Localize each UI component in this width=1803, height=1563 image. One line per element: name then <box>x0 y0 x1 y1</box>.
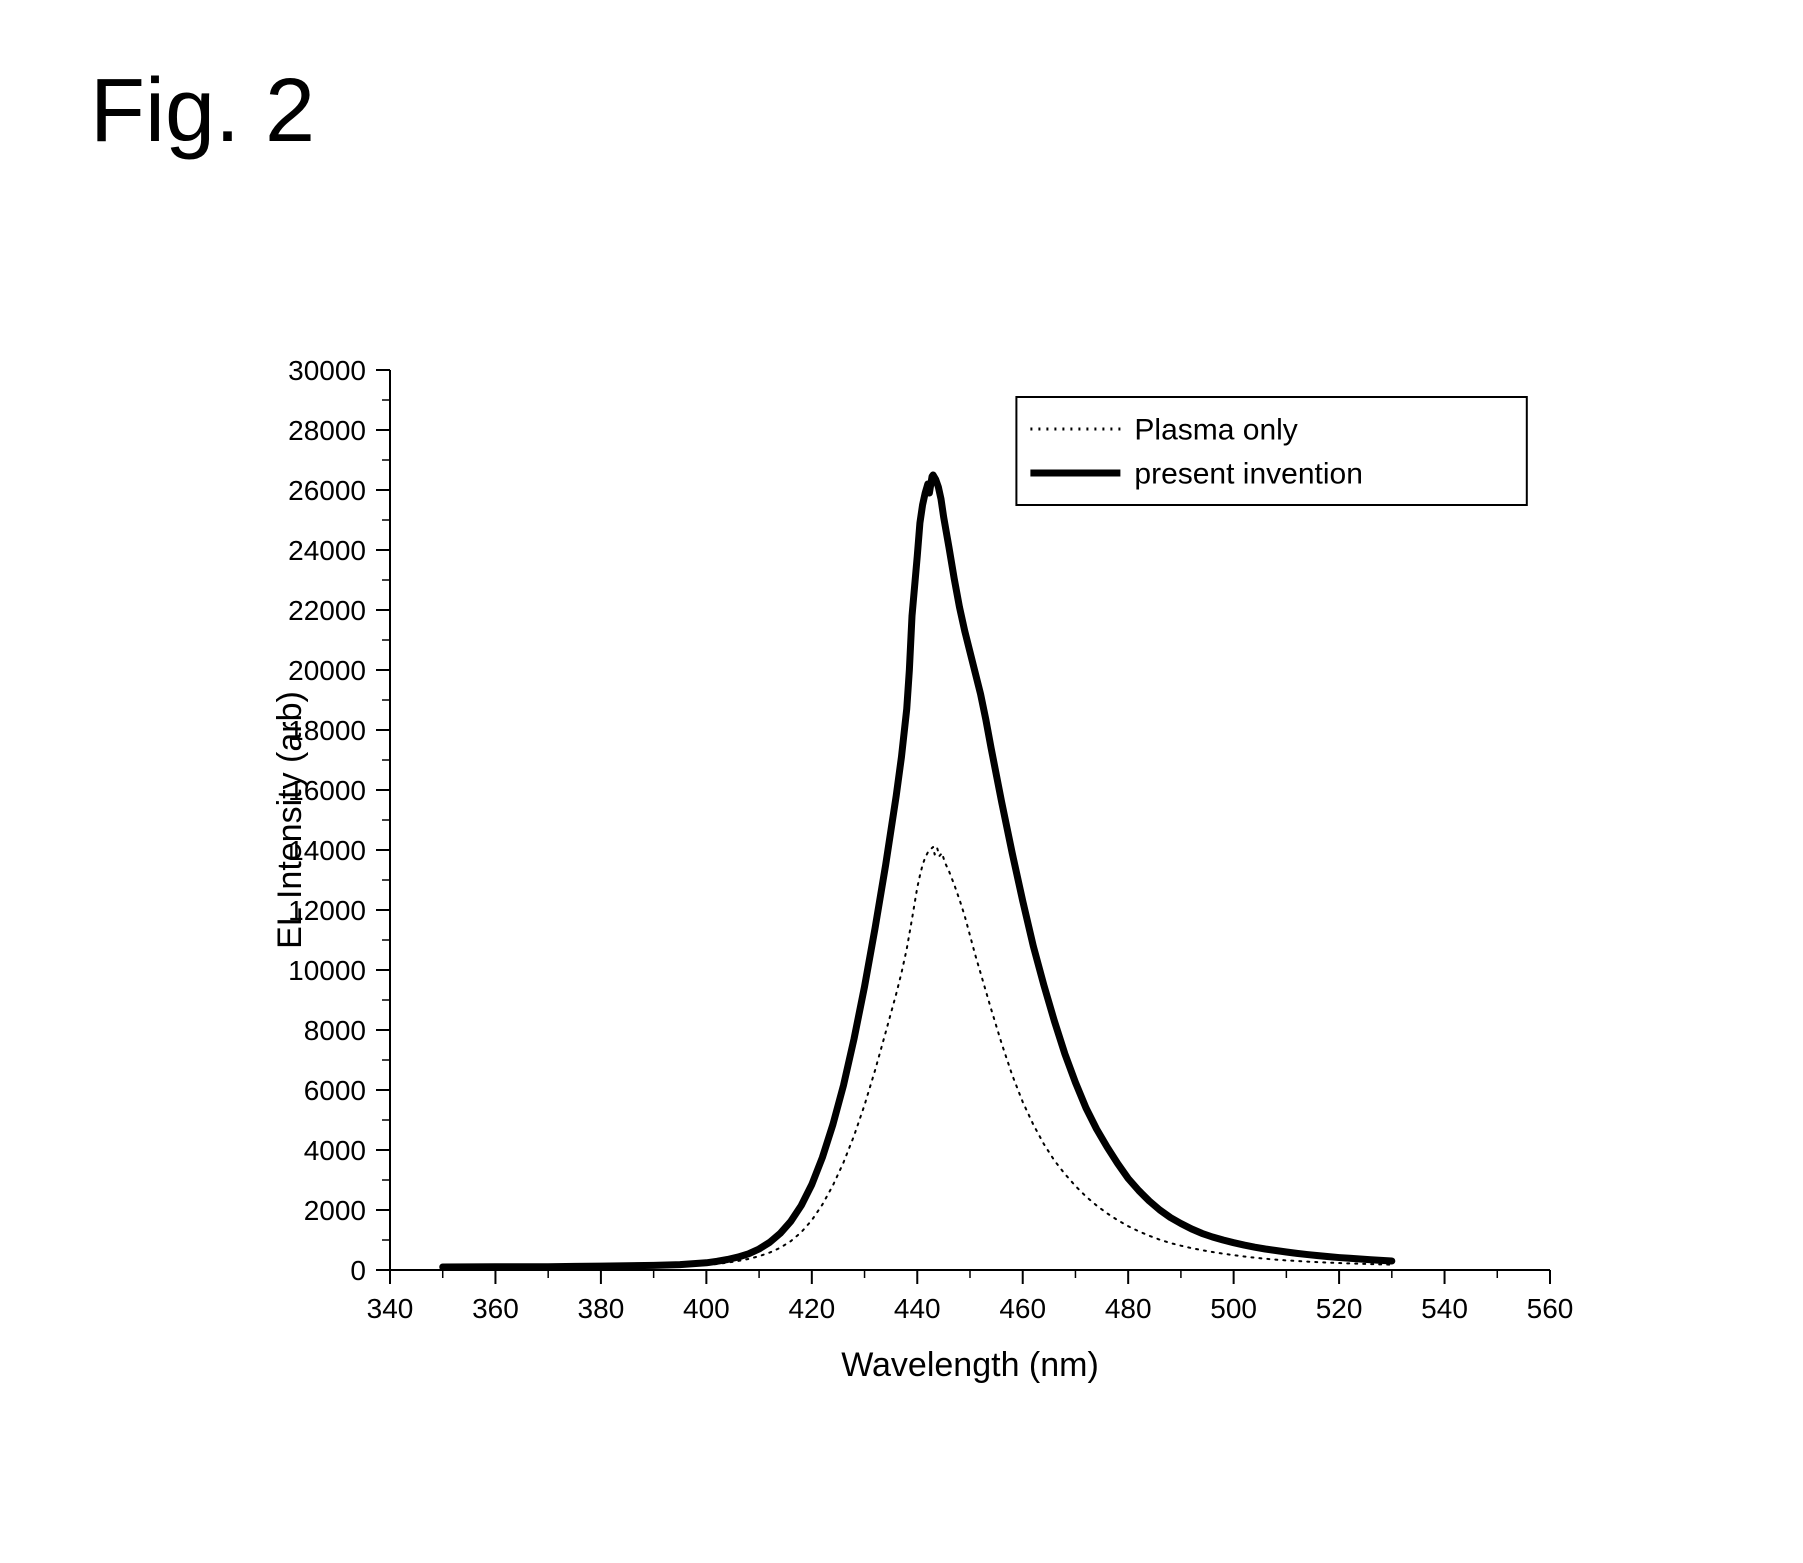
x-tick-label: 560 <box>1527 1293 1574 1324</box>
el-spectrum-chart: 340 360 380 400 420 440 460 480 500 520 540 560 0 200… <box>200 340 1600 1460</box>
x-tick-label: 440 <box>894 1293 941 1324</box>
figure-title: Fig. 2 <box>90 60 315 163</box>
y-tick-label: 0 <box>350 1255 366 1286</box>
y-tick-label: 26000 <box>288 475 366 506</box>
x-tick-label: 540 <box>1421 1293 1468 1324</box>
y-tick-label: 28000 <box>288 415 366 446</box>
x-tick-label: 400 <box>683 1293 730 1324</box>
x-tick-label: 340 <box>367 1293 414 1324</box>
x-tick-label: 360 <box>472 1293 519 1324</box>
y-tick-label: 22000 <box>288 595 366 626</box>
x-tick-label: 380 <box>578 1293 625 1324</box>
y-tick-label: 20000 <box>288 655 366 686</box>
legend-label: present invention <box>1134 458 1363 491</box>
x-tick-label: 520 <box>1316 1293 1363 1324</box>
y-tick-label: 30000 <box>288 355 366 386</box>
y-tick-label: 4000 <box>304 1135 366 1166</box>
x-tick-label: 420 <box>788 1293 835 1324</box>
x-axis-label: Wavelength (nm) <box>841 1346 1099 1384</box>
y-tick-label: 8000 <box>304 1015 366 1046</box>
chart-bg <box>200 340 1600 1460</box>
legend: Plasma only present invention <box>1016 397 1526 505</box>
legend-label: Plasma only <box>1134 414 1297 447</box>
y-tick-label: 24000 <box>288 535 366 566</box>
chart-container: 340 360 380 400 420 440 460 480 500 520 540 560 0 200… <box>200 340 1600 1460</box>
x-tick-label: 480 <box>1105 1293 1152 1324</box>
y-tick-label: 10000 <box>288 955 366 986</box>
y-tick-label: 2000 <box>304 1195 366 1226</box>
y-tick-label: 6000 <box>304 1075 366 1106</box>
page: Fig. 2 340 360 380 400 420 440 460 480 500 520 540… <box>0 0 1803 1563</box>
y-axis-label: EL Intensity (arb) <box>271 691 309 949</box>
x-tick-label: 500 <box>1210 1293 1257 1324</box>
x-tick-label: 460 <box>999 1293 1046 1324</box>
